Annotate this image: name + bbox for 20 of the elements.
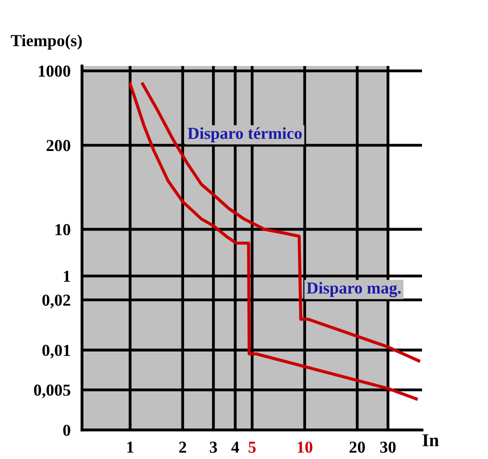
x-tick-label: 5 xyxy=(248,442,256,453)
x-tick-label: 1 xyxy=(127,442,134,453)
text: 0 xyxy=(63,424,70,436)
text: 1 xyxy=(64,270,70,282)
text: 0,005 xyxy=(34,384,70,398)
x-tick-label: 3 xyxy=(210,442,218,453)
x-axis-title: In xyxy=(422,434,439,446)
x-tick-label: 30 xyxy=(380,442,396,453)
x-tick-label: 4 xyxy=(231,442,240,453)
text: 0,01 xyxy=(42,344,70,358)
text: 200 xyxy=(46,140,70,152)
annotation: Disparo térmico xyxy=(188,127,302,142)
x-tick-label: 2 xyxy=(179,442,186,453)
x-tick-label: 10 xyxy=(298,442,312,453)
y-axis-title: Tiempo(s) xyxy=(10,34,82,50)
text: 0,02 xyxy=(42,294,70,308)
text: 1000 xyxy=(38,66,70,77)
x-tick-label: 20 xyxy=(350,442,365,453)
text: 10 xyxy=(56,224,70,236)
annotation: Disparo mag. xyxy=(306,282,401,298)
